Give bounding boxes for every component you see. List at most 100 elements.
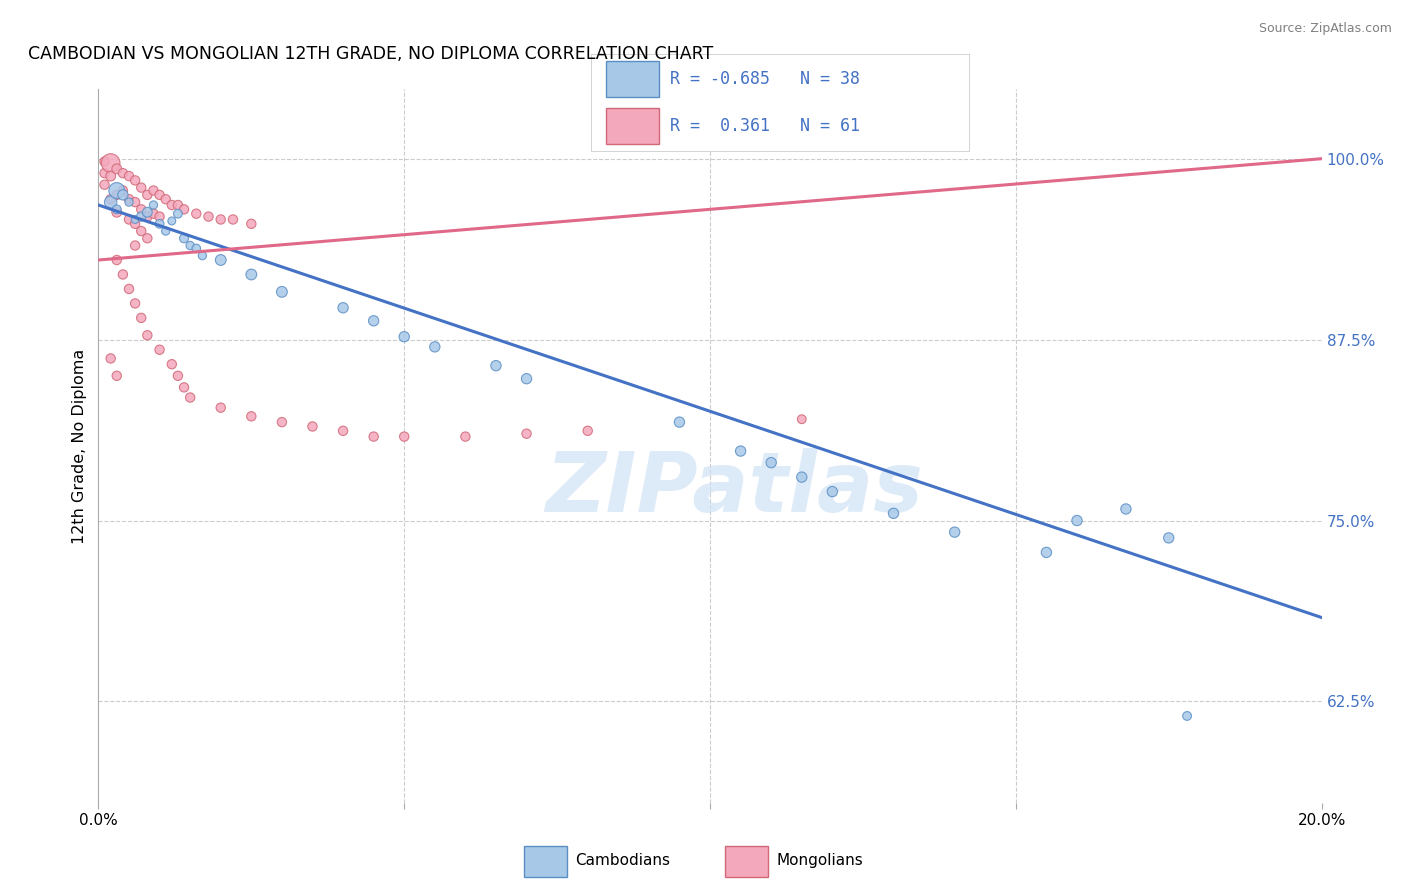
- Point: [118, 212, 141, 227]
- Point: [136, 231, 159, 245]
- Point: [759, 456, 782, 470]
- Y-axis label: 12th Grade, No Diploma: 12th Grade, No Diploma: [72, 349, 87, 543]
- Point: [105, 205, 128, 219]
- Point: [100, 192, 122, 206]
- Point: [129, 224, 152, 238]
- Point: [179, 238, 201, 252]
- Point: [129, 180, 152, 194]
- Point: [1035, 545, 1057, 559]
- Point: [111, 187, 134, 202]
- Point: [124, 195, 146, 210]
- Point: [423, 340, 446, 354]
- Point: [105, 252, 128, 267]
- Point: [1175, 709, 1198, 723]
- Point: [240, 409, 263, 424]
- Point: [516, 426, 538, 441]
- Point: [222, 212, 245, 227]
- Point: [129, 310, 152, 325]
- Point: [576, 424, 599, 438]
- Point: [105, 202, 128, 217]
- Point: [173, 202, 195, 217]
- Point: [167, 368, 190, 383]
- Text: R = -0.685   N = 38: R = -0.685 N = 38: [671, 70, 860, 88]
- Point: [1115, 502, 1137, 516]
- Point: [93, 178, 115, 192]
- FancyBboxPatch shape: [606, 62, 659, 96]
- Point: [1066, 514, 1088, 528]
- Text: CAMBODIAN VS MONGOLIAN 12TH GRADE, NO DIPLOMA CORRELATION CHART: CAMBODIAN VS MONGOLIAN 12TH GRADE, NO DI…: [28, 45, 713, 62]
- Point: [179, 391, 201, 405]
- Point: [332, 301, 354, 315]
- Point: [301, 419, 323, 434]
- Point: [105, 187, 128, 202]
- Point: [142, 198, 165, 212]
- Point: [392, 329, 416, 343]
- Text: Source: ZipAtlas.com: Source: ZipAtlas.com: [1258, 22, 1392, 36]
- Point: [167, 198, 190, 212]
- Point: [124, 238, 146, 252]
- Point: [129, 202, 152, 217]
- Text: R =  0.361   N = 61: R = 0.361 N = 61: [671, 117, 860, 135]
- FancyBboxPatch shape: [524, 846, 568, 877]
- Point: [149, 217, 172, 231]
- Point: [149, 210, 172, 224]
- Point: [142, 207, 165, 221]
- Point: [160, 214, 183, 228]
- Point: [136, 210, 159, 224]
- Point: [111, 184, 134, 198]
- Point: [100, 169, 122, 183]
- Point: [790, 412, 813, 426]
- Point: [883, 506, 905, 520]
- Text: Cambodians: Cambodians: [575, 854, 671, 868]
- Point: [270, 285, 292, 299]
- Point: [730, 444, 752, 458]
- Point: [454, 429, 477, 443]
- FancyBboxPatch shape: [591, 54, 970, 152]
- Point: [668, 415, 690, 429]
- Point: [209, 212, 232, 227]
- Point: [392, 429, 416, 443]
- Point: [111, 268, 134, 282]
- Point: [197, 210, 219, 224]
- FancyBboxPatch shape: [725, 846, 768, 877]
- Point: [105, 161, 128, 176]
- Point: [100, 195, 122, 210]
- Point: [124, 217, 146, 231]
- Point: [118, 169, 141, 183]
- Point: [105, 368, 128, 383]
- Point: [136, 205, 159, 219]
- Point: [191, 249, 214, 263]
- Point: [1157, 531, 1180, 545]
- Point: [160, 357, 183, 371]
- Point: [363, 429, 385, 443]
- Point: [136, 187, 159, 202]
- Point: [332, 424, 354, 438]
- Point: [142, 184, 165, 198]
- Point: [149, 343, 172, 357]
- Point: [240, 268, 263, 282]
- Point: [485, 359, 508, 373]
- Point: [149, 187, 172, 202]
- Text: Mongolians: Mongolians: [776, 854, 863, 868]
- Point: [124, 173, 146, 187]
- Point: [93, 154, 115, 169]
- Point: [270, 415, 292, 429]
- Text: ZIPatlas: ZIPatlas: [546, 449, 924, 529]
- Point: [167, 207, 190, 221]
- Point: [111, 166, 134, 180]
- Point: [105, 184, 128, 198]
- Point: [93, 166, 115, 180]
- Point: [821, 484, 844, 499]
- Point: [186, 207, 208, 221]
- Point: [118, 195, 141, 210]
- Point: [173, 231, 195, 245]
- Point: [100, 156, 122, 170]
- FancyBboxPatch shape: [606, 109, 659, 144]
- Point: [363, 314, 385, 328]
- Point: [136, 328, 159, 343]
- Point: [118, 192, 141, 206]
- Point: [155, 224, 177, 238]
- Point: [155, 192, 177, 206]
- Point: [516, 372, 538, 386]
- Point: [160, 198, 183, 212]
